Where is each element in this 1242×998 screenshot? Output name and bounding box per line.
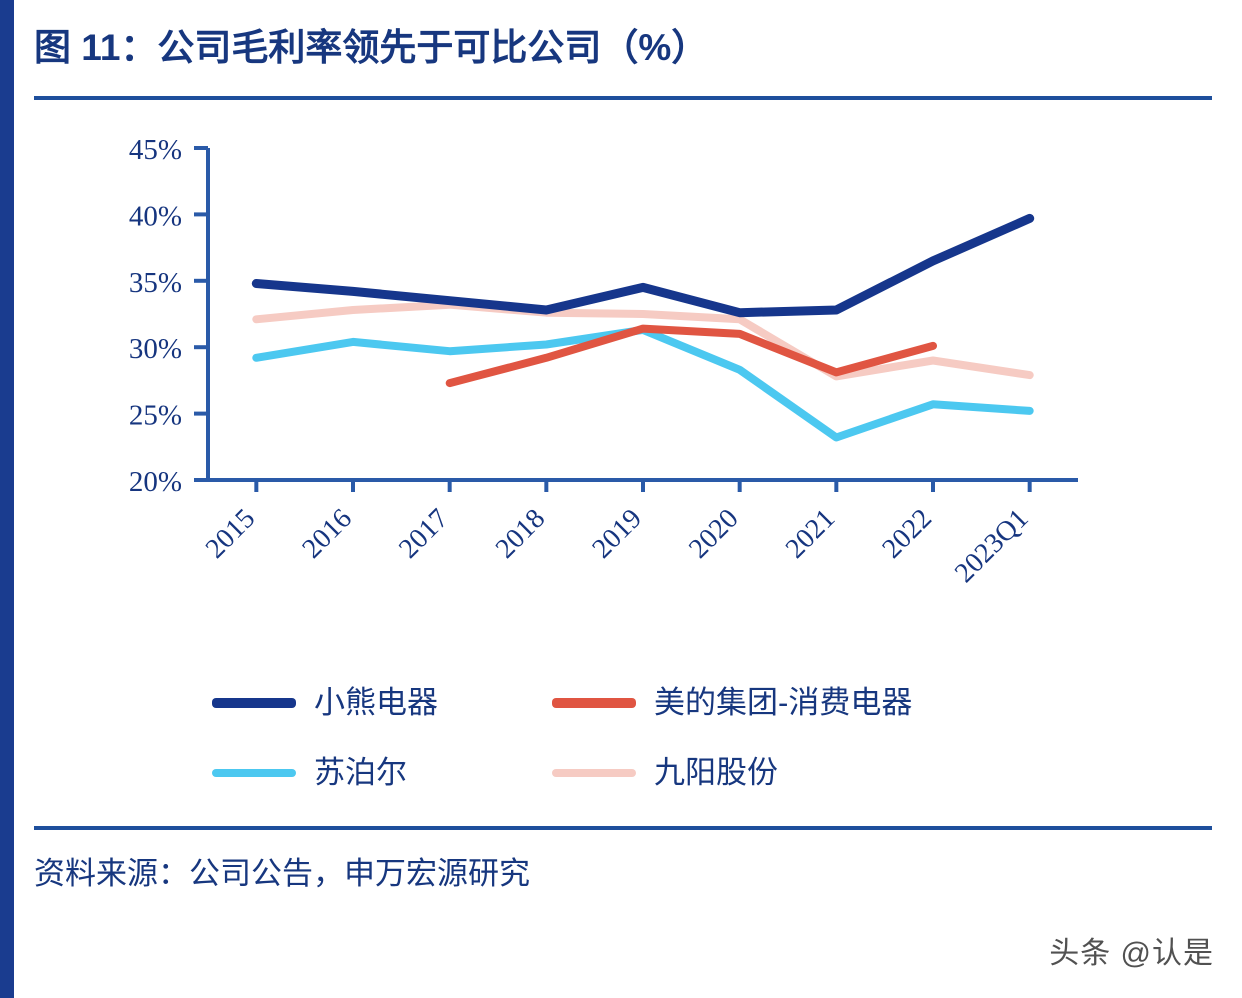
series-line <box>251 213 1035 318</box>
series-line <box>252 300 1034 381</box>
x-tick-label: 2020 <box>683 503 745 565</box>
chart-legend: 小熊电器 美的集团-消费电器 苏泊尔 九阳股份 <box>212 668 1112 808</box>
watermark: 头条 @认是 <box>1049 937 1214 970</box>
y-axis-tick-labels: 20% 25% 30% 35% 40% 45% <box>129 134 182 498</box>
x-tick-label: 2019 <box>586 503 648 565</box>
x-tick-label: 2022 <box>876 503 938 565</box>
legend-label-joyoung: 九阳股份 <box>654 755 778 790</box>
x-axis-tick-labels: 2015 2016 2017 2018 2019 2020 2021 2022 2023Q1 <box>200 503 1035 589</box>
y-tick-label: 30% <box>129 333 182 365</box>
legend-swatch-midea <box>552 698 636 708</box>
x-tick-label: 2021 <box>780 503 842 565</box>
y-tick-label: 40% <box>129 200 182 232</box>
y-tick-label: 45% <box>129 134 182 166</box>
source-note: 资料来源：公司公告，申万宏源研究 <box>34 856 530 891</box>
legend-label-supor: 苏泊尔 <box>314 755 407 790</box>
legend-item-xiaoxiong[interactable]: 小熊电器 <box>212 686 552 720</box>
legend-swatch-supor <box>212 769 296 777</box>
legend-row-2: 苏泊尔 九阳股份 <box>212 738 1112 808</box>
footer-divider <box>34 826 1212 830</box>
legend-label-xiaoxiong: 小熊电器 <box>314 685 438 720</box>
legend-label-midea: 美的集团-消费电器 <box>654 685 913 720</box>
y-tick-label: 35% <box>129 267 182 299</box>
series-lines <box>251 213 1035 442</box>
series-line <box>252 325 1034 442</box>
y-tick-label: 25% <box>129 400 182 432</box>
legend-item-joyoung[interactable]: 九阳股份 <box>552 756 778 790</box>
title-divider <box>34 96 1212 100</box>
legend-swatch-joyoung <box>552 769 636 777</box>
x-tick-label: 2023Q1 <box>949 503 1035 589</box>
x-tick-label: 2018 <box>490 503 552 565</box>
series-line <box>445 324 937 388</box>
left-accent-bar <box>0 0 14 998</box>
x-tick-label: 2015 <box>200 503 262 565</box>
legend-row-1: 小熊电器 美的集团-消费电器 <box>212 668 1112 738</box>
chart-header: 图 11：公司毛利率领先于可比公司（%） <box>34 22 1214 74</box>
legend-swatch-xiaoxiong <box>212 698 296 708</box>
legend-item-supor[interactable]: 苏泊尔 <box>212 756 552 790</box>
legend-item-midea[interactable]: 美的集团-消费电器 <box>552 686 912 720</box>
x-axis <box>208 478 1078 492</box>
page-title: 图 11：公司毛利率领先于可比公司（%） <box>34 27 709 68</box>
x-tick-label: 2016 <box>296 503 358 565</box>
line-chart-svg: 2015 2016 2017 2018 2019 2020 2021 2022 2023Q1 2… <box>129 134 1078 589</box>
x-tick-label: 2017 <box>393 503 455 565</box>
y-tick-label: 20% <box>129 466 182 498</box>
y-axis <box>194 146 210 482</box>
